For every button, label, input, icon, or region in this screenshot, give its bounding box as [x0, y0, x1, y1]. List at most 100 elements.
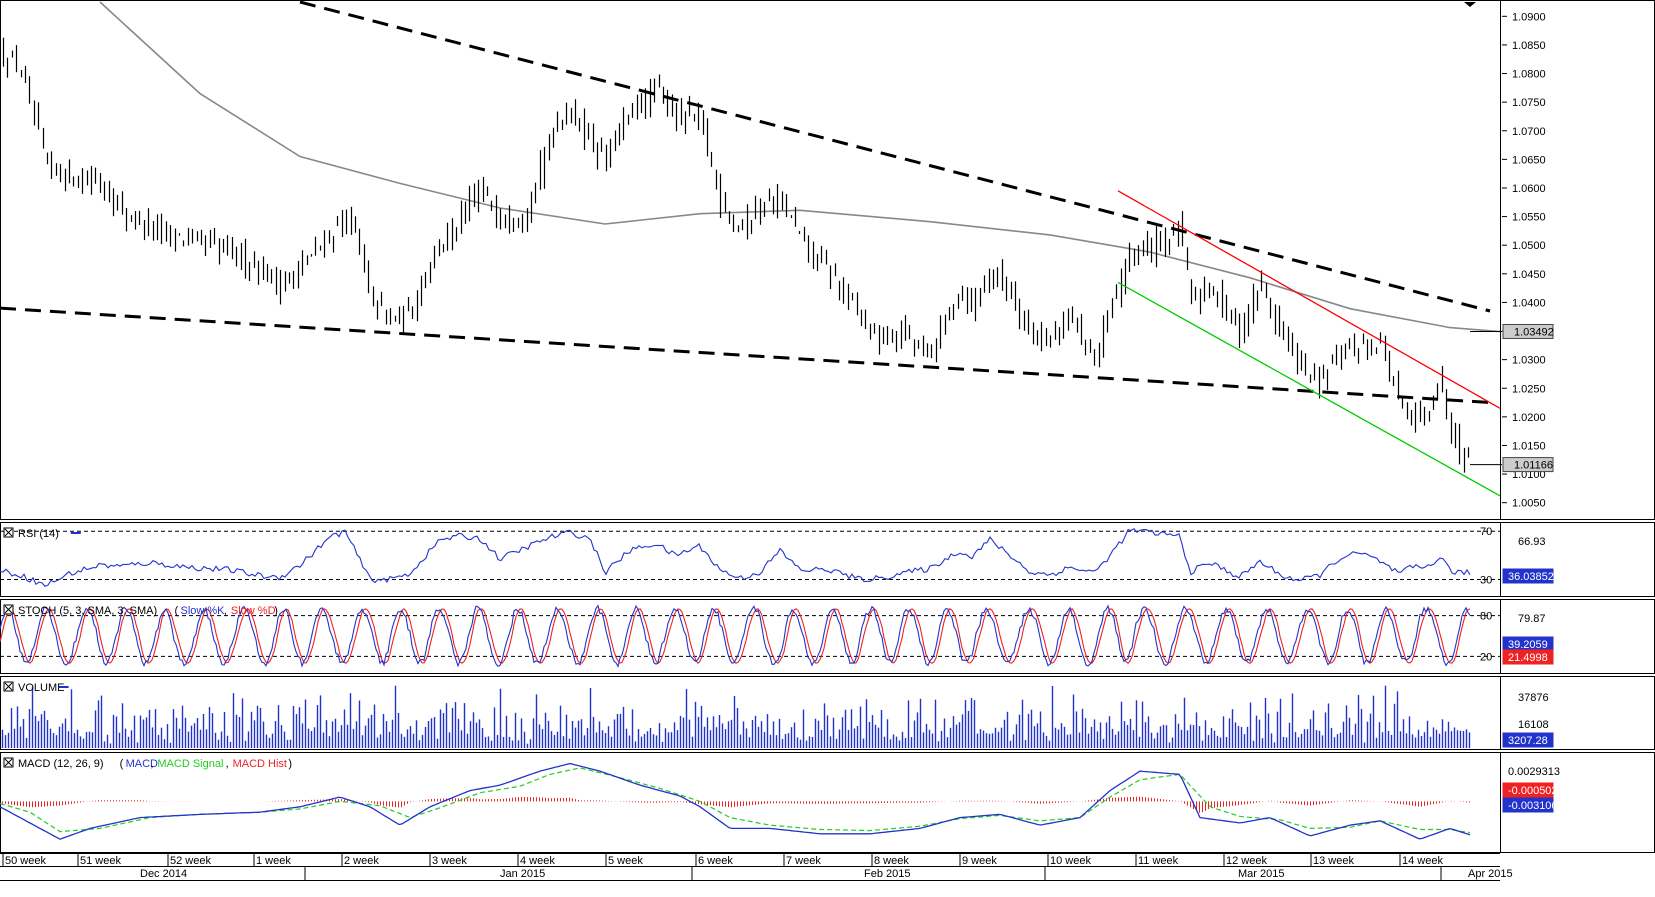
stoch-axis-20: 20: [1480, 651, 1492, 663]
legend-item: MACD: [126, 758, 158, 770]
axis-background: [0, 853, 1655, 897]
value-tag-box: [1502, 568, 1554, 584]
week-label: 11 week: [1138, 855, 1179, 867]
price-tick-label: 1.0650: [1512, 154, 1546, 166]
price-tick-label: 1.0300: [1512, 355, 1546, 367]
panel-frame: [0, 0, 1655, 520]
panel-toggle-cross: [4, 682, 13, 691]
week-label: 12 week: [1226, 855, 1267, 867]
month-label: Jan 2015: [500, 868, 545, 880]
panel-frame: [0, 522, 1655, 597]
month-label: Dec 2014: [140, 868, 187, 880]
panel-title: VOLUME: [18, 682, 64, 694]
legend-paren: ): [274, 605, 278, 617]
stoch-d-line: [0, 608, 1471, 665]
rsi-line: [0, 527, 1471, 587]
price-tag-box: [1502, 457, 1554, 473]
week-label: 50 week: [5, 855, 46, 867]
legend-item: Slow %D: [231, 605, 276, 617]
price-tick-label: 1.0450: [1512, 269, 1546, 281]
legend-sep: ,: [224, 605, 227, 617]
macd-line: [0, 762, 1471, 840]
price-tick-label: 1.0400: [1512, 297, 1546, 309]
week-label: 4 week: [520, 855, 555, 867]
week-label: 3 week: [432, 855, 467, 867]
price-tick-label: 1.0850: [1512, 40, 1546, 52]
month-label: Apr 2015: [1468, 868, 1513, 880]
price-tick-label: 1.0250: [1512, 383, 1546, 395]
panel-title: MACD (12, 26, 9): [18, 758, 104, 770]
legend-paren: (: [120, 758, 124, 770]
value-tag-label: -0.000502: [1508, 785, 1558, 797]
panel-title: RSI (14): [18, 528, 59, 540]
rsi-axis-label: 66.93: [1518, 536, 1546, 548]
week-label: 10 week: [1050, 855, 1091, 867]
week-label: 13 week: [1313, 855, 1354, 867]
volume-axis-label: 16108: [1518, 719, 1549, 731]
value-tag-box: [1502, 649, 1554, 665]
legend-item: MACD Hist: [233, 758, 287, 770]
moving-average-line: [99, 1, 1501, 333]
stoch-axis-label: 79.87: [1518, 613, 1546, 625]
week-label: 52 week: [170, 855, 211, 867]
stoch-panel: STOCH (5, 3, SMA, 3, SMA) (Slow %K, Slow %…: [0, 599, 1655, 674]
value-tag-label: 3207.28: [1508, 735, 1548, 747]
rsi-axis-30: 30: [1480, 575, 1492, 587]
value-tag-label: 21.4998: [1508, 652, 1548, 664]
volume-panel: VOLUME 37876 16108 3207.28: [0, 676, 1655, 750]
value-tag-box: [1502, 732, 1554, 748]
macd-panel: MACD (12, 26, 9)(MACD, MACD Signal, MACD H…: [0, 752, 1655, 853]
legend-sep: ,: [150, 758, 153, 770]
week-label: 1 week: [256, 855, 291, 867]
price-tick-label: 1.0150: [1512, 440, 1546, 452]
value-tag-label: 39.2059: [1508, 639, 1548, 651]
price-tick-label: 1.0600: [1512, 183, 1546, 195]
value-tag-box: [1502, 797, 1554, 813]
week-label: 51 week: [80, 855, 121, 867]
marker-icon: [1464, 2, 1476, 7]
value-tag-box: [1502, 782, 1554, 798]
panel-title: STOCH (5, 3, SMA, 3, SMA): [18, 605, 157, 617]
price-tag-box: [1502, 323, 1554, 339]
price-tick-label: 1.0900: [1512, 11, 1546, 23]
price-tag-label: 1.03492: [1514, 326, 1554, 338]
dashed-trendline: [299, 0, 1491, 313]
rsi-panel: RSI (14) 70 66.93 30 36.03852: [0, 522, 1655, 597]
volume-axis-label: 37876: [1518, 692, 1549, 704]
week-label: 9 week: [962, 855, 997, 867]
macd-axis-label: 0.0029313: [1508, 766, 1560, 778]
legend-item: MACD Signal: [157, 758, 223, 770]
price-tick-label: 1.0050: [1512, 498, 1546, 510]
price-panel: 1.0900 1.0850 1.0800 1.0750 1.0700 1.0650 1.06…: [0, 0, 1655, 520]
week-label: 2 week: [344, 855, 379, 867]
week-label: 8 week: [874, 855, 909, 867]
rsi-axis-70: 70: [1480, 526, 1492, 538]
month-label: Feb 2015: [864, 868, 910, 880]
legend-item: Slow %K: [181, 605, 226, 617]
panel-toggle-cross: [4, 605, 13, 614]
week-label: 7 week: [786, 855, 821, 867]
legend-sep: ,: [226, 758, 229, 770]
value-tag-label: 36.03852: [1508, 571, 1554, 583]
week-label: 5 week: [608, 855, 643, 867]
time-axis: 50 week 51 week 52 week 1 week 2 week 3 week 4…: [0, 853, 1655, 897]
month-label: Mar 2015: [1238, 868, 1284, 880]
price-tick-label: 1.0700: [1512, 126, 1546, 138]
panel-toggle-cross: [4, 758, 13, 767]
legend-paren: (: [175, 605, 179, 617]
price-tick-label: 1.0550: [1512, 212, 1546, 224]
channel-line: [1117, 281, 1501, 497]
price-tag-label: 1.01166: [1514, 460, 1553, 472]
week-label: 14 week: [1402, 855, 1443, 867]
channel-line: [1117, 190, 1501, 409]
price-tick-label: 1.0750: [1512, 97, 1546, 109]
stoch-axis-80: 80: [1480, 611, 1492, 623]
macd-signal-line: [0, 767, 1471, 834]
price-tick-label: 1.0800: [1512, 69, 1546, 81]
price-tick-label: 1.0200: [1512, 412, 1546, 424]
legend-paren: ): [288, 758, 292, 770]
panel-toggle-cross: [4, 528, 13, 537]
week-label: 6 week: [698, 855, 733, 867]
value-tag-label: -0.0031068: [1508, 800, 1564, 812]
